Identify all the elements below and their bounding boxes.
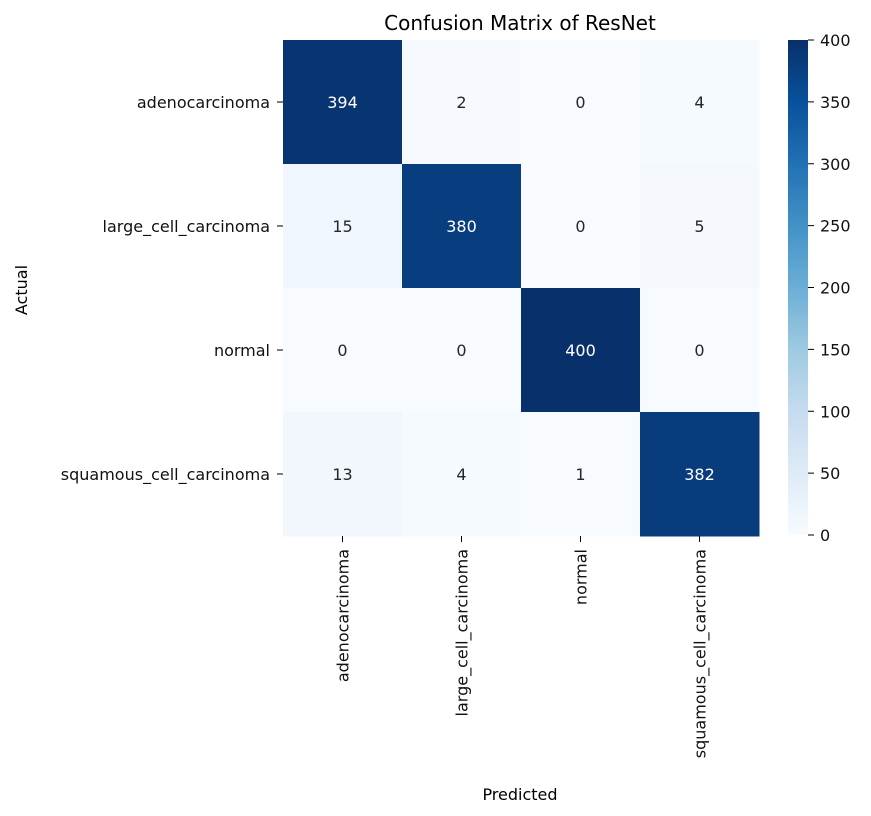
y-tick-label: normal — [214, 341, 270, 360]
y-axis-ticks: adenocarcinoma large_cell_carcinomanormal… — [61, 93, 283, 485]
heatmap-cell — [402, 288, 522, 413]
cell-value-label: 5 — [694, 217, 704, 236]
heatmap-cell — [283, 288, 403, 413]
cell-value-label: 2 — [456, 93, 466, 112]
heatmap-cell — [521, 288, 641, 413]
heatmap-cell — [283, 164, 403, 289]
colorbar-tick-label: 400 — [820, 31, 851, 50]
x-tick-label: normal — [572, 549, 591, 605]
heatmap-cell — [521, 40, 641, 165]
chart-title: Confusion Matrix of ResNet — [384, 11, 656, 35]
x-tick-label: large_cell_carcinoma — [453, 549, 473, 716]
cell-value-label: 0 — [575, 217, 585, 236]
y-tick-label: large_cell_carcinoma — [103, 217, 270, 237]
heatmap-cell — [640, 164, 760, 289]
heatmap-cell — [283, 412, 403, 537]
cell-value-label: 380 — [446, 217, 477, 236]
colorbar-tick-label: 50 — [820, 464, 840, 483]
cell-value-label: 4 — [456, 465, 466, 484]
cell-value-label: 0 — [337, 341, 347, 360]
heatmap-cell — [640, 40, 760, 165]
cell-value-label: 4 — [694, 93, 704, 112]
cell-value-label: 13 — [332, 465, 352, 484]
colorbar-tick-label: 300 — [820, 155, 851, 174]
cell-value-label: 400 — [565, 341, 596, 360]
heatmap-cell — [640, 288, 760, 413]
colorbar-tick-label: 350 — [820, 93, 851, 112]
cell-value-label: 394 — [327, 93, 358, 112]
heatmap-cell — [521, 164, 641, 289]
cell-value-label: 15 — [332, 217, 352, 236]
heatmap-cells: 394 2 0 4 15 380 0 5 0 0 400 0 13 4 1 382 — [283, 40, 760, 537]
heatmap-cell — [521, 412, 641, 537]
heatmap-cell — [402, 164, 522, 289]
colorbar-tick-label: 0 — [820, 526, 830, 545]
heatmap-cell — [402, 412, 522, 537]
colorbar — [788, 40, 808, 535]
y-axis-label: Actual — [12, 265, 31, 315]
x-axis-ticks: adenocarcinoma large_cell_carcinoma normal… — [334, 536, 711, 758]
cell-value-label: 382 — [684, 465, 715, 484]
cell-value-label: 0 — [575, 93, 585, 112]
x-axis-label: Predicted — [482, 785, 557, 804]
y-tick-label: adenocarcinoma — [137, 93, 270, 112]
colorbar-tick-label: 250 — [820, 217, 851, 236]
heatmap-cell — [402, 40, 522, 165]
colorbar-tick-label: 200 — [820, 279, 851, 298]
colorbar-tick-label: 150 — [820, 340, 851, 359]
colorbar-tick-label: 100 — [820, 402, 851, 421]
heatmap-cell — [640, 412, 760, 537]
x-tick-label: adenocarcinoma — [334, 549, 353, 682]
cell-value-label: 1 — [575, 465, 585, 484]
heatmap-cell — [283, 40, 403, 165]
y-tick-label: squamous_cell_carcinoma — [61, 465, 270, 485]
x-tick-label: squamous_cell_carcinoma — [691, 549, 711, 758]
colorbar-ticks: 0 50 100 150 200 250 300 350 400 — [808, 31, 851, 545]
cell-value-label: 0 — [456, 341, 466, 360]
cell-value-label: 0 — [694, 341, 704, 360]
